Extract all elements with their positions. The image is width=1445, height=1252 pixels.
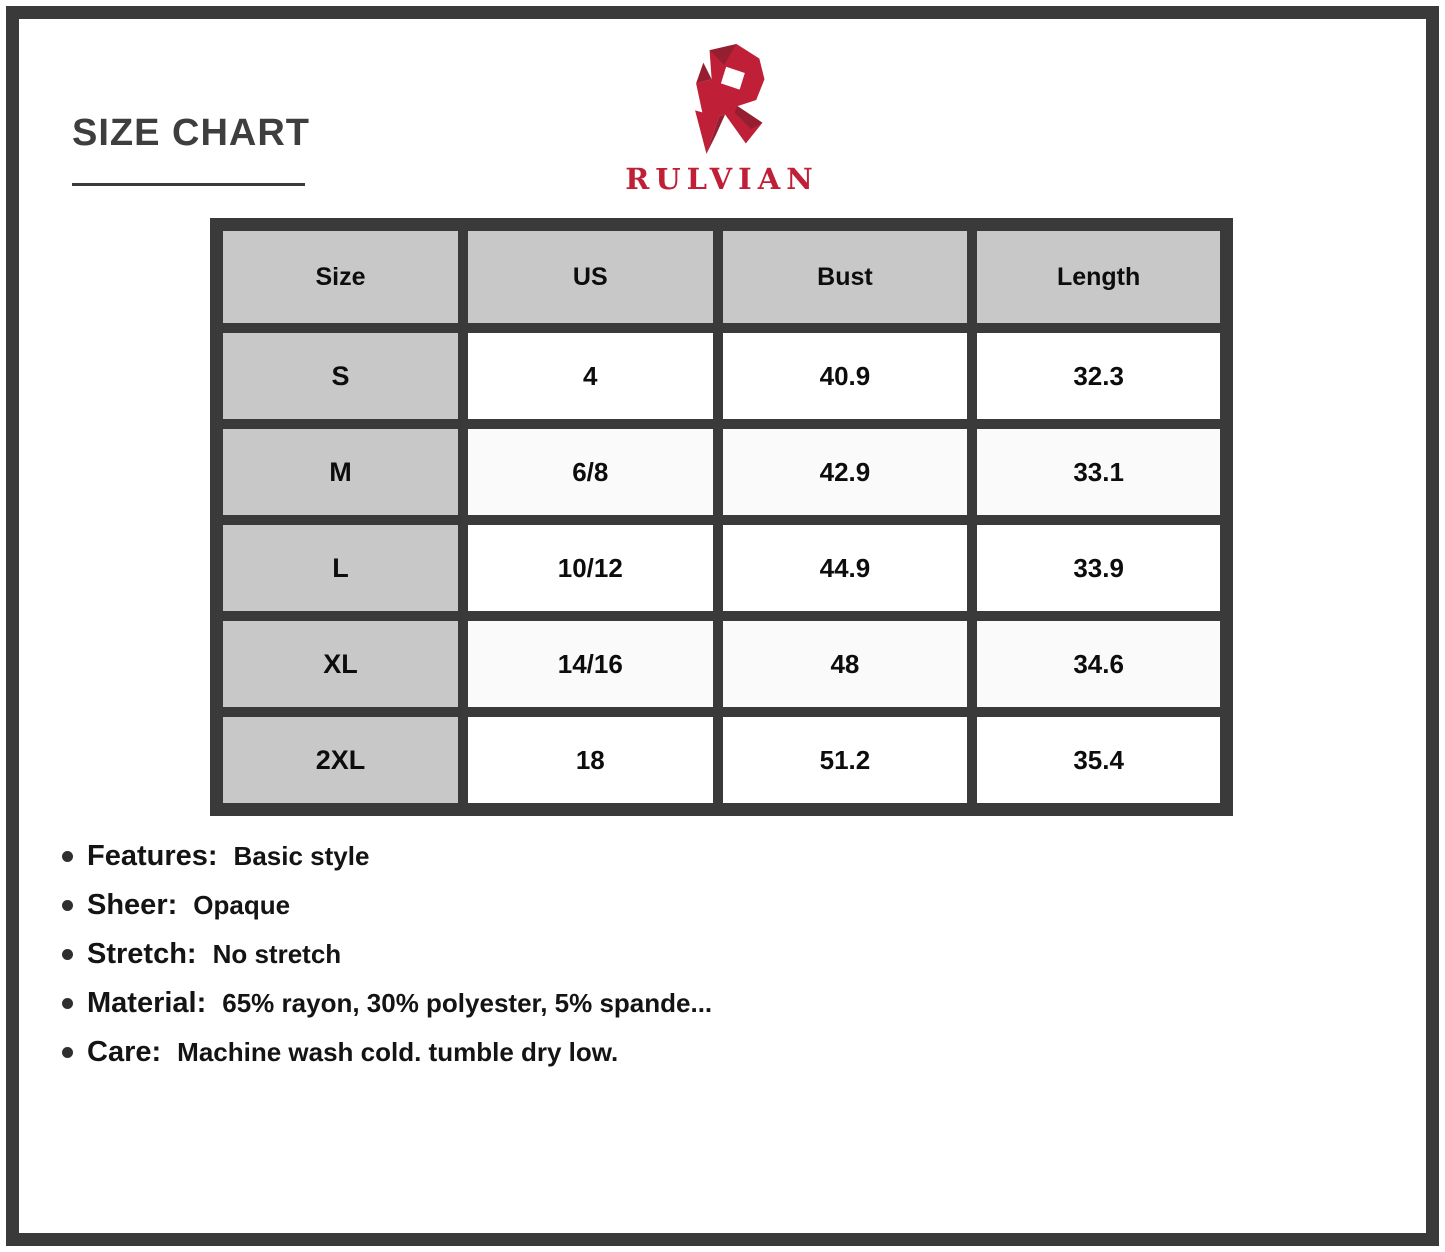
- size-table: Size US Bust Length S 4 40.9 32.3 M 6/8 …: [210, 218, 1233, 816]
- detail-item-sheer: Sheer: Opaque: [62, 889, 712, 922]
- title-underline: [72, 183, 305, 186]
- cell-us: 6/8: [467, 429, 713, 515]
- cell-length: 32.3: [977, 333, 1220, 419]
- cell-bust: 44.9: [722, 525, 968, 611]
- detail-value: Opaque: [193, 890, 291, 920]
- row-size-label: M: [223, 429, 458, 515]
- detail-item-material: Material: 65% rayon, 30% polyester, 5% s…: [62, 987, 712, 1020]
- cell-length: 33.1: [977, 429, 1220, 515]
- cell-bust: 40.9: [722, 333, 968, 419]
- brand-name: RULVIAN: [625, 162, 819, 196]
- cell-length: 34.6: [977, 621, 1220, 707]
- detail-value: No stretch: [212, 939, 342, 969]
- bullet-icon: [62, 949, 73, 960]
- cell-us: 4: [467, 333, 713, 419]
- cell-bust: 42.9: [722, 429, 968, 515]
- table-row: XL 14/16 48 34.6: [223, 621, 1220, 707]
- detail-item-stretch: Stretch: No stretch: [62, 938, 712, 971]
- detail-label: Care:: [87, 1036, 162, 1068]
- row-size-label: 2XL: [223, 717, 458, 803]
- detail-label: Material:: [87, 987, 207, 1019]
- cell-us: 18: [467, 717, 713, 803]
- table-row: L 10/12 44.9 33.9: [223, 525, 1220, 611]
- cell-length: 35.4: [977, 717, 1220, 803]
- detail-value: Basic style: [233, 841, 370, 871]
- bullet-icon: [62, 1047, 73, 1058]
- col-header-size: Size: [223, 231, 458, 323]
- detail-item-care: Care: Machine wash cold. tumble dry low.: [62, 1036, 712, 1069]
- cell-us: 14/16: [467, 621, 713, 707]
- detail-label: Sheer:: [87, 889, 178, 921]
- row-size-label: S: [223, 333, 458, 419]
- detail-value: Machine wash cold. tumble dry low.: [177, 1037, 619, 1067]
- brand-logo: RULVIAN: [572, 44, 872, 196]
- table-row: M 6/8 42.9 33.1: [223, 429, 1220, 515]
- table-row: S 4 40.9 32.3: [223, 333, 1220, 419]
- bullet-icon: [62, 998, 73, 1009]
- bullet-icon: [62, 851, 73, 862]
- row-size-label: L: [223, 525, 458, 611]
- page-title: SIZE CHART: [72, 112, 310, 154]
- detail-label: Stretch:: [87, 938, 197, 970]
- detail-item-features: Features: Basic style: [62, 840, 712, 873]
- bullet-icon: [62, 900, 73, 911]
- cell-length: 33.9: [977, 525, 1220, 611]
- table-row: 2XL 18 51.2 35.4: [223, 717, 1220, 803]
- cell-bust: 51.2: [722, 717, 968, 803]
- col-header-us: US: [467, 231, 713, 323]
- brand-r-monogram-icon: [695, 44, 765, 154]
- cell-us: 10/12: [467, 525, 713, 611]
- col-header-bust: Bust: [722, 231, 968, 323]
- cell-bust: 48: [722, 621, 968, 707]
- detail-label: Features:: [87, 840, 218, 872]
- row-size-label: XL: [223, 621, 458, 707]
- col-header-length: Length: [977, 231, 1220, 323]
- table-header-row: Size US Bust Length: [223, 231, 1220, 323]
- detail-value: 65% rayon, 30% polyester, 5% spande...: [222, 988, 713, 1018]
- product-details-list: Features: Basic style Sheer: Opaque Stre…: [62, 840, 712, 1085]
